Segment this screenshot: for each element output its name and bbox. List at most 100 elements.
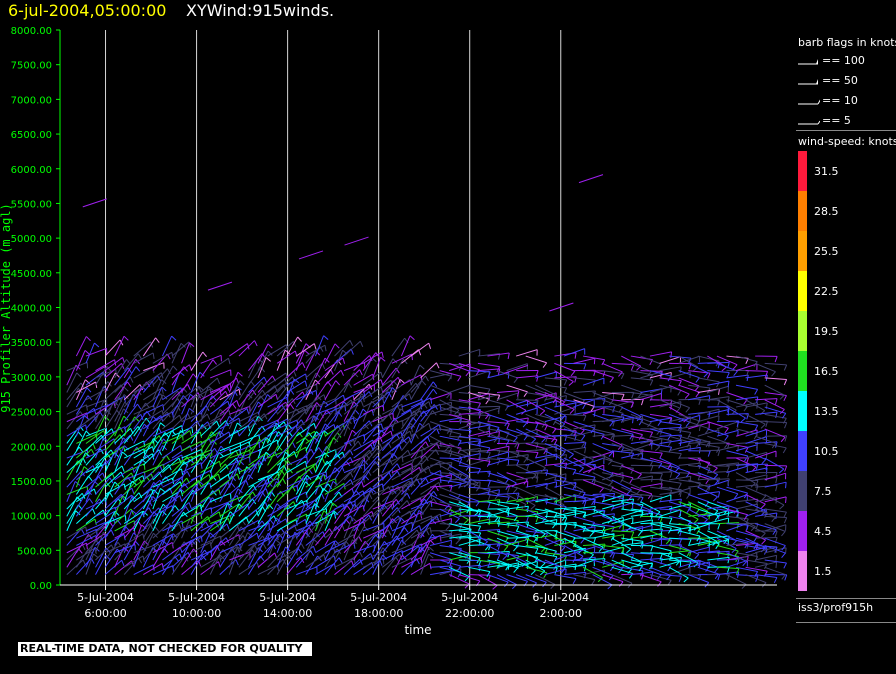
wind-barb-flag bbox=[336, 548, 342, 555]
wind-barb bbox=[162, 405, 178, 422]
y-axis-ticks: 0.00500.001000.001500.002000.002500.0030… bbox=[11, 26, 60, 592]
speed-bin-label: 4.5 bbox=[814, 525, 832, 538]
wind-barb bbox=[190, 469, 212, 481]
speed-color-swatch bbox=[798, 191, 807, 231]
wind-barb bbox=[362, 528, 384, 539]
wind-barb-flag bbox=[99, 448, 104, 455]
wind-barb bbox=[152, 510, 163, 532]
wind-barb bbox=[171, 401, 182, 422]
wind-barb-flag bbox=[131, 509, 137, 515]
wind-barb bbox=[468, 470, 491, 474]
wind-barb bbox=[745, 530, 766, 541]
wind-barb bbox=[391, 393, 410, 408]
wind-barb-flag bbox=[727, 478, 730, 485]
wind-barb-flag bbox=[679, 544, 683, 551]
wind-barb-flag bbox=[238, 389, 241, 396]
wind-barb bbox=[506, 450, 528, 459]
wind-barb bbox=[372, 452, 391, 466]
wind-barb bbox=[468, 457, 491, 462]
wind-barb bbox=[611, 434, 634, 437]
wind-barb-flag bbox=[309, 520, 314, 527]
wind-barb-flag bbox=[158, 471, 163, 478]
wind-barb bbox=[190, 394, 201, 415]
wind-barb bbox=[190, 502, 200, 524]
wind-barb bbox=[334, 456, 351, 473]
wind-barb bbox=[611, 443, 633, 452]
wind-barb bbox=[669, 559, 692, 563]
wind-barb bbox=[458, 435, 481, 440]
wind-barb bbox=[324, 481, 334, 502]
wind-barb bbox=[602, 524, 624, 532]
wind-barb bbox=[76, 465, 94, 481]
wind-barb bbox=[755, 512, 777, 517]
wind-barb bbox=[114, 508, 132, 524]
wind-barb bbox=[420, 404, 435, 422]
y-tick-label: 5000.00 bbox=[11, 234, 52, 245]
wind-barb-flag bbox=[630, 468, 634, 474]
wind-barb-flag bbox=[353, 372, 359, 378]
x-tick-date: 5-Jul-2004 bbox=[350, 591, 407, 604]
wind-barb bbox=[238, 484, 254, 503]
wind-barb-flag bbox=[402, 358, 408, 365]
wind-barb bbox=[343, 536, 360, 554]
wind-barb bbox=[430, 484, 453, 488]
wind-barb bbox=[229, 516, 247, 532]
wind-barb-flag bbox=[607, 584, 613, 590]
wind-barb-flag bbox=[142, 533, 145, 540]
wind-barb bbox=[238, 562, 258, 576]
wind-barb bbox=[257, 422, 276, 437]
wind-barb-flag bbox=[647, 421, 652, 428]
wind-barb-flag bbox=[602, 370, 606, 377]
wind-barb bbox=[716, 362, 738, 372]
wind-barb-flag bbox=[346, 505, 352, 511]
wind-barb-flag bbox=[237, 466, 243, 472]
wind-barb bbox=[525, 355, 547, 364]
wind-barb bbox=[611, 428, 634, 435]
wind-barb-flag bbox=[582, 403, 587, 410]
wind-barb-flag bbox=[630, 402, 635, 408]
wind-barb bbox=[535, 421, 557, 430]
wind-barb bbox=[468, 518, 490, 525]
wind-barb-flag bbox=[445, 525, 451, 531]
wind-barb bbox=[487, 352, 510, 357]
wind-barb bbox=[707, 530, 728, 540]
wind-barb bbox=[76, 448, 92, 466]
wind-barb bbox=[563, 413, 586, 417]
wind-barb bbox=[152, 445, 164, 466]
wind-barb-flag bbox=[742, 560, 748, 567]
wind-barb-flag bbox=[656, 363, 662, 369]
wind-barb-flag bbox=[723, 508, 729, 515]
wind-barb-flag bbox=[637, 530, 643, 537]
wind-barb bbox=[707, 370, 730, 374]
wind-barb bbox=[286, 373, 306, 386]
wind-barb bbox=[458, 406, 481, 411]
wind-barb bbox=[401, 433, 416, 452]
wind-barb-flag bbox=[419, 364, 425, 370]
wind-barb-flag bbox=[123, 335, 129, 341]
wind-barb bbox=[707, 501, 729, 510]
wind-barb-flag bbox=[138, 477, 143, 484]
wind-barb bbox=[315, 540, 335, 554]
wind-barb bbox=[104, 471, 122, 488]
wind-barb-flag bbox=[444, 446, 450, 452]
wind-barb bbox=[248, 401, 259, 422]
wind-barb bbox=[219, 543, 241, 554]
wind-barb bbox=[209, 554, 221, 575]
wind-barb-flag bbox=[380, 356, 386, 362]
wind-barb bbox=[314, 518, 326, 539]
wind-barb-flag bbox=[123, 394, 129, 400]
wind-barb-flag bbox=[168, 464, 172, 471]
wind-barb bbox=[181, 462, 202, 474]
wind-barb-flag bbox=[399, 553, 403, 560]
speed-color-swatch bbox=[798, 391, 807, 431]
wind-barb bbox=[171, 502, 190, 517]
wind-barb bbox=[381, 556, 397, 575]
wind-barb bbox=[238, 441, 260, 452]
wind-barb bbox=[496, 479, 518, 489]
wind-barb bbox=[535, 371, 557, 379]
wind-barb-flag bbox=[122, 451, 128, 457]
wind-barb bbox=[544, 413, 565, 425]
wind-barb bbox=[276, 503, 288, 524]
wind-barb bbox=[582, 457, 604, 466]
wind-barb bbox=[707, 421, 729, 429]
